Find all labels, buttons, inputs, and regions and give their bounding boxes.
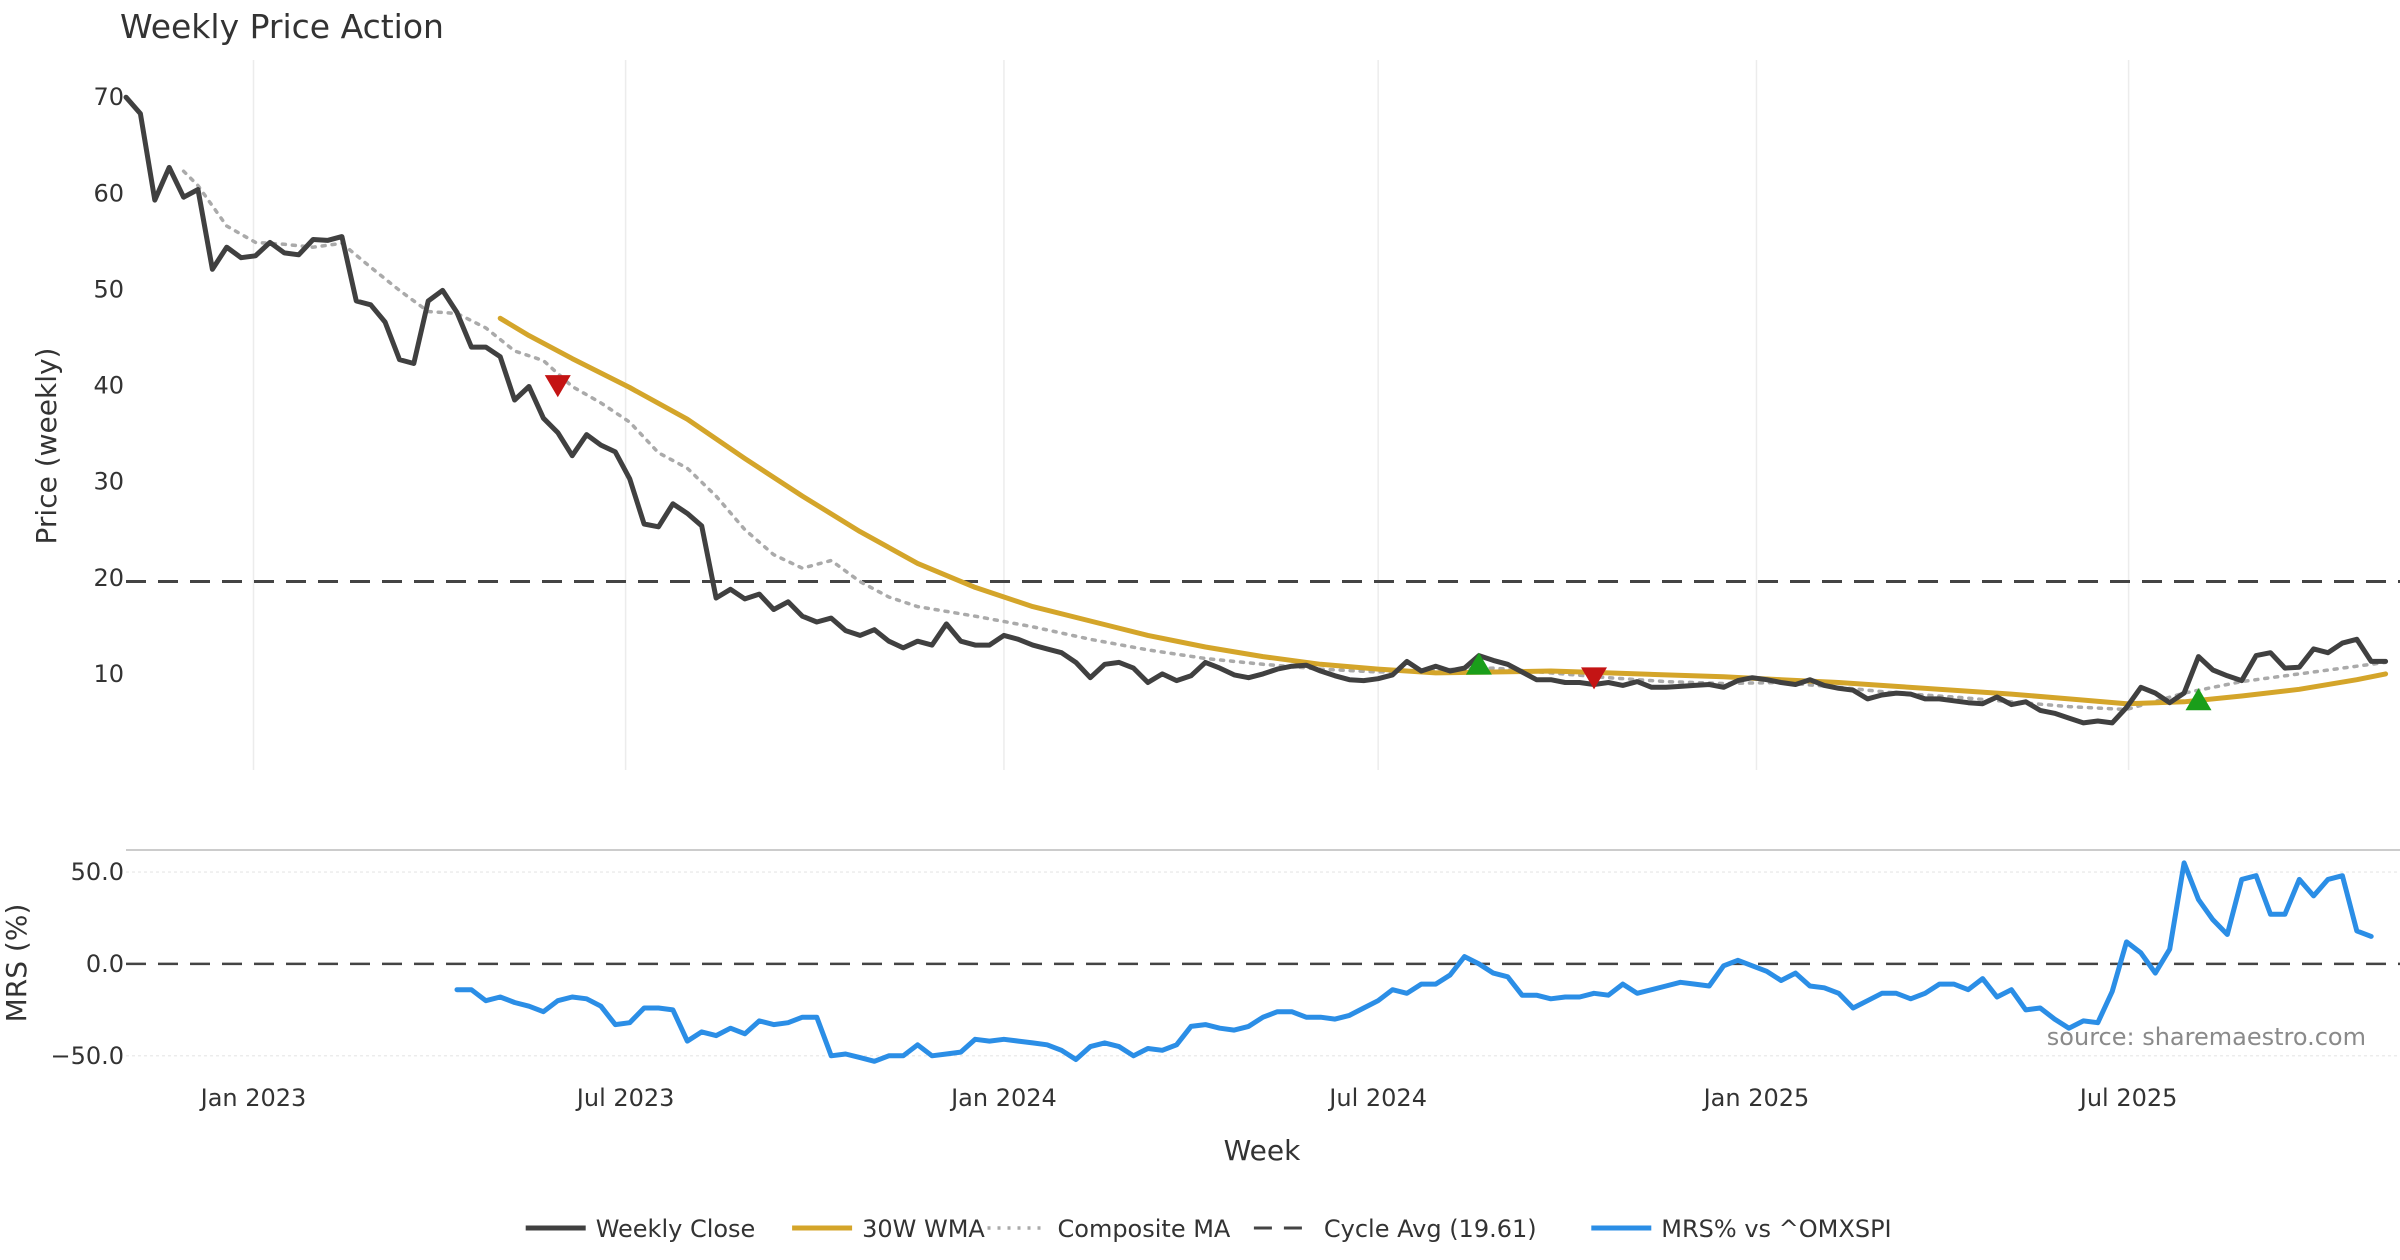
mrs-y-tick-label: −50.0 [50, 1042, 124, 1070]
price-y-tick-label: 60 [93, 179, 124, 207]
legend-label: Weekly Close [596, 1215, 756, 1243]
legend-label: MRS% vs ^OMXSPI [1661, 1215, 1891, 1243]
buy-signal-marker [1465, 652, 1492, 675]
x-tick-label: Jan 2023 [199, 1084, 307, 1112]
mrs-y-axis-label: MRS (%) [0, 904, 33, 1023]
buy-signal-marker [2185, 688, 2212, 711]
sell-signal-marker [1581, 667, 1608, 690]
legend-item: Weekly Close [525, 1215, 756, 1243]
x-tick-label: Jan 2025 [1702, 1084, 1810, 1112]
x-axis: Jan 2023 Jul 2023 Jan 2024 Jul 2024 Jan 2025… [199, 1084, 2178, 1112]
source-watermark: source: sharemaestro.com [2047, 1023, 2366, 1051]
legend-label: Composite MA [1058, 1215, 1231, 1243]
legend: Weekly Close 30W WMA Composite MA Cycle Avg… [525, 1215, 1892, 1243]
legend-item: Cycle Avg (19.61) [1253, 1215, 1537, 1243]
legend-item: 30W WMA [792, 1215, 985, 1243]
price-y-tick-label: 30 [93, 468, 124, 496]
chart-title: Weekly Price Action [120, 7, 444, 46]
price-y-tick-label: 20 [93, 564, 124, 592]
x-tick-label: Jul 2023 [575, 1084, 675, 1112]
x-tick-label: Jul 2024 [1327, 1084, 1427, 1112]
mrs-line [454, 860, 2374, 1064]
mrs-y-tick-label: 0.0 [86, 950, 124, 978]
legend-label: 30W WMA [862, 1215, 985, 1243]
price-y-tick-label: 40 [93, 372, 124, 400]
x-tick-label: Jul 2025 [2078, 1084, 2178, 1112]
legend-label: Cycle Avg (19.61) [1324, 1215, 1537, 1243]
wma-30w-line [497, 315, 2389, 707]
price-y-tick-label: 70 [93, 83, 124, 111]
weekly-close-line [123, 94, 2389, 726]
price-y-tick-label: 10 [93, 660, 124, 688]
price-y-tick-label: 50 [93, 275, 124, 303]
price-y-axis-label: Price (weekly) [30, 348, 63, 545]
sell-signal-marker [544, 375, 571, 398]
price-panel: 10 20 30 40 50 60 70 [93, 83, 2400, 726]
vertical-gridlines [252, 60, 2130, 770]
x-axis-label: Week [1224, 1134, 1301, 1167]
mrs-y-tick-label: 50.0 [71, 858, 124, 886]
composite-ma-line [181, 169, 2388, 712]
legend-item: MRS% vs ^OMXSPI [1591, 1215, 1892, 1243]
mrs-panel: −50.0 0.0 50.0 [50, 849, 2400, 1070]
legend-item: Composite MA [987, 1215, 1231, 1243]
x-tick-label: Jan 2024 [949, 1084, 1057, 1112]
